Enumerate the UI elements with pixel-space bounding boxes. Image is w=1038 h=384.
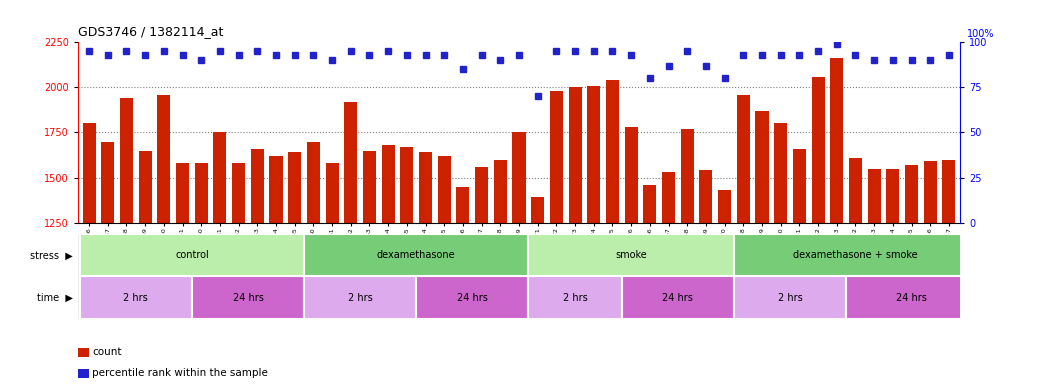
Bar xyxy=(382,145,394,384)
Bar xyxy=(214,132,226,384)
Text: dexamethasone + smoke: dexamethasone + smoke xyxy=(793,250,918,260)
Text: 2 hrs: 2 hrs xyxy=(563,293,588,303)
Text: smoke: smoke xyxy=(616,250,647,260)
Bar xyxy=(83,124,95,384)
Text: 2 hrs: 2 hrs xyxy=(124,293,148,303)
Text: 24 hrs: 24 hrs xyxy=(662,293,693,303)
Bar xyxy=(80,276,192,319)
Bar xyxy=(176,163,189,384)
Text: dexamethasone: dexamethasone xyxy=(377,250,456,260)
Bar xyxy=(438,156,450,384)
Bar xyxy=(102,141,114,384)
Bar xyxy=(528,276,622,319)
Bar xyxy=(304,234,528,276)
Bar xyxy=(270,156,282,384)
Text: 24 hrs: 24 hrs xyxy=(233,293,264,303)
Bar xyxy=(943,160,955,384)
Bar xyxy=(416,276,528,319)
Bar xyxy=(139,151,152,384)
Bar xyxy=(774,124,787,384)
Bar xyxy=(812,76,824,384)
Text: 100%: 100% xyxy=(967,30,994,40)
Bar xyxy=(606,80,619,384)
Bar xyxy=(345,102,357,384)
Bar xyxy=(307,141,320,384)
Bar xyxy=(886,169,899,384)
Bar xyxy=(195,163,208,384)
Bar xyxy=(737,94,749,384)
Bar xyxy=(120,98,133,384)
Bar xyxy=(251,149,264,384)
Bar xyxy=(569,88,581,384)
Bar xyxy=(905,165,918,384)
Bar xyxy=(326,163,338,384)
Bar xyxy=(233,163,245,384)
Bar xyxy=(158,94,170,384)
Bar xyxy=(662,172,675,384)
Bar xyxy=(734,234,977,276)
Bar xyxy=(734,276,846,319)
Bar xyxy=(868,169,880,384)
Bar xyxy=(924,161,936,384)
Text: GDS3746 / 1382114_at: GDS3746 / 1382114_at xyxy=(78,25,223,38)
Bar xyxy=(475,167,488,384)
Bar xyxy=(849,158,862,384)
Bar xyxy=(528,234,734,276)
Bar xyxy=(289,152,301,384)
Bar xyxy=(644,185,656,384)
Bar xyxy=(513,132,525,384)
Bar xyxy=(494,160,507,384)
Bar xyxy=(401,147,413,384)
Bar xyxy=(622,276,734,319)
Bar xyxy=(419,152,432,384)
Bar xyxy=(830,58,843,384)
Bar xyxy=(531,197,544,384)
Bar xyxy=(304,276,416,319)
Text: count: count xyxy=(92,347,121,358)
Text: time  ▶: time ▶ xyxy=(36,293,73,303)
Text: stress  ▶: stress ▶ xyxy=(30,250,73,260)
Text: percentile rank within the sample: percentile rank within the sample xyxy=(92,368,268,379)
Bar xyxy=(192,276,304,319)
Bar xyxy=(588,86,600,384)
Bar xyxy=(625,127,637,384)
Text: 24 hrs: 24 hrs xyxy=(457,293,488,303)
Text: 2 hrs: 2 hrs xyxy=(777,293,802,303)
Bar xyxy=(457,187,469,384)
Text: control: control xyxy=(175,250,209,260)
Text: 2 hrs: 2 hrs xyxy=(348,293,373,303)
Bar xyxy=(846,276,977,319)
Bar xyxy=(80,234,304,276)
Bar xyxy=(793,149,805,384)
Bar xyxy=(718,190,731,384)
Bar xyxy=(756,111,768,384)
Bar xyxy=(681,129,693,384)
Bar xyxy=(550,91,563,384)
Bar xyxy=(363,151,376,384)
Text: 24 hrs: 24 hrs xyxy=(896,293,927,303)
Bar xyxy=(700,170,712,384)
